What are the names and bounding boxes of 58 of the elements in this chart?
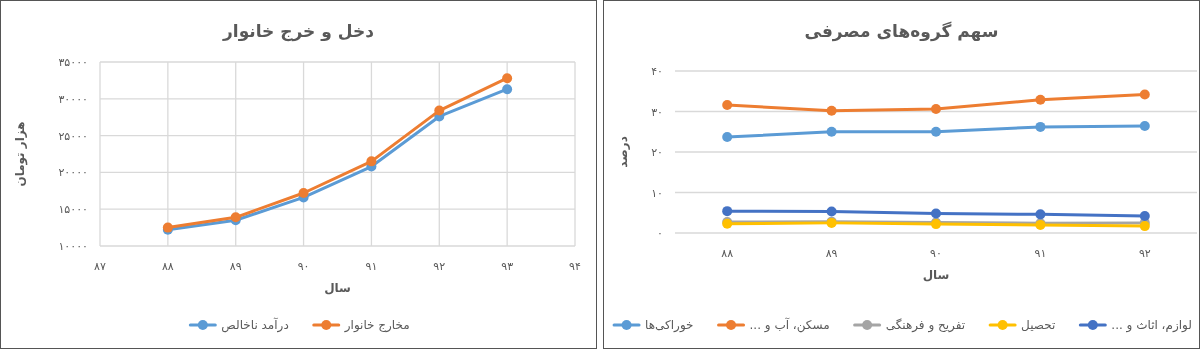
x-axis-title: سال: [324, 281, 351, 295]
x-tick-label: ۹۴: [569, 260, 581, 273]
x-tick-label: ۹۲: [433, 260, 446, 273]
y-axis-title: درصد: [616, 136, 630, 168]
point: [1139, 210, 1150, 221]
x-tick-label: ۸۹: [229, 260, 242, 273]
point: [434, 105, 445, 116]
y-tick-label: ۲۰۰۰۰: [58, 166, 88, 180]
y-tick-label: ۲۰: [651, 146, 663, 159]
y-tick-label: ۲۵۰۰۰: [58, 129, 88, 143]
x-tick-label: ۸۹: [825, 247, 838, 260]
y-axis-title: هزار تومان: [13, 121, 28, 187]
x-tick-label: ۸۸: [721, 247, 734, 260]
x-tick-label: ۹۲: [1138, 247, 1151, 260]
y-tick-label: ۴۰: [651, 65, 663, 78]
legend-label: تفریح و فرهنگی: [885, 318, 966, 333]
point: [931, 126, 941, 137]
y-tick-label: ۱۵۰۰۰: [58, 203, 88, 217]
x-tick-label: ۹۳: [501, 260, 514, 273]
point: [826, 105, 837, 116]
chart-title: دخل و خرج خانوار: [222, 21, 375, 42]
legend-label: لوازم، اثاث و ...: [1111, 318, 1192, 333]
point: [1139, 89, 1150, 100]
point: [826, 126, 837, 137]
x-tick-label: ۹۱: [365, 260, 378, 273]
point: [722, 206, 733, 217]
x-tick-label: ۸۸: [161, 260, 174, 273]
point: [722, 132, 733, 143]
x-tick-label: ۸۷: [94, 260, 106, 273]
point: [1139, 121, 1150, 132]
point: [366, 156, 377, 167]
point: [1035, 121, 1046, 132]
y-tick-label: ۰: [657, 227, 663, 240]
x-tick-label: ۹۱: [1034, 247, 1047, 260]
legend-label: مخارج خانوار: [343, 318, 410, 333]
legend-label: خوراکی‌ها: [645, 318, 694, 333]
y-tick-label: ۳۵۰۰۰: [58, 56, 88, 69]
y-tick-label: ۳۰۰۰۰: [58, 92, 88, 106]
point: [1035, 94, 1046, 105]
point: [931, 104, 941, 115]
y-tick-label: ۳۰: [651, 105, 663, 119]
point: [502, 73, 513, 84]
point: [502, 84, 513, 95]
legend-label: تحصیل: [1021, 318, 1056, 332]
point: [722, 100, 733, 111]
x-axis-title: سال: [922, 268, 950, 282]
y-tick-label: ۱۰۰۰۰: [58, 240, 88, 253]
point: [298, 188, 309, 199]
point: [931, 208, 941, 219]
legend-label: مسکن، آب و ...: [749, 317, 830, 333]
y-tick-label: ۱۰: [651, 186, 663, 200]
x-tick-label: ۹۰: [297, 260, 310, 273]
point: [826, 206, 837, 217]
point: [1139, 221, 1150, 232]
legend-label: درآمد ناخالص: [221, 317, 289, 333]
x-tick-label: ۹۰: [930, 247, 942, 260]
point: [1035, 209, 1046, 220]
chart-title: سهم گروه‌های مصرفی: [804, 21, 999, 42]
